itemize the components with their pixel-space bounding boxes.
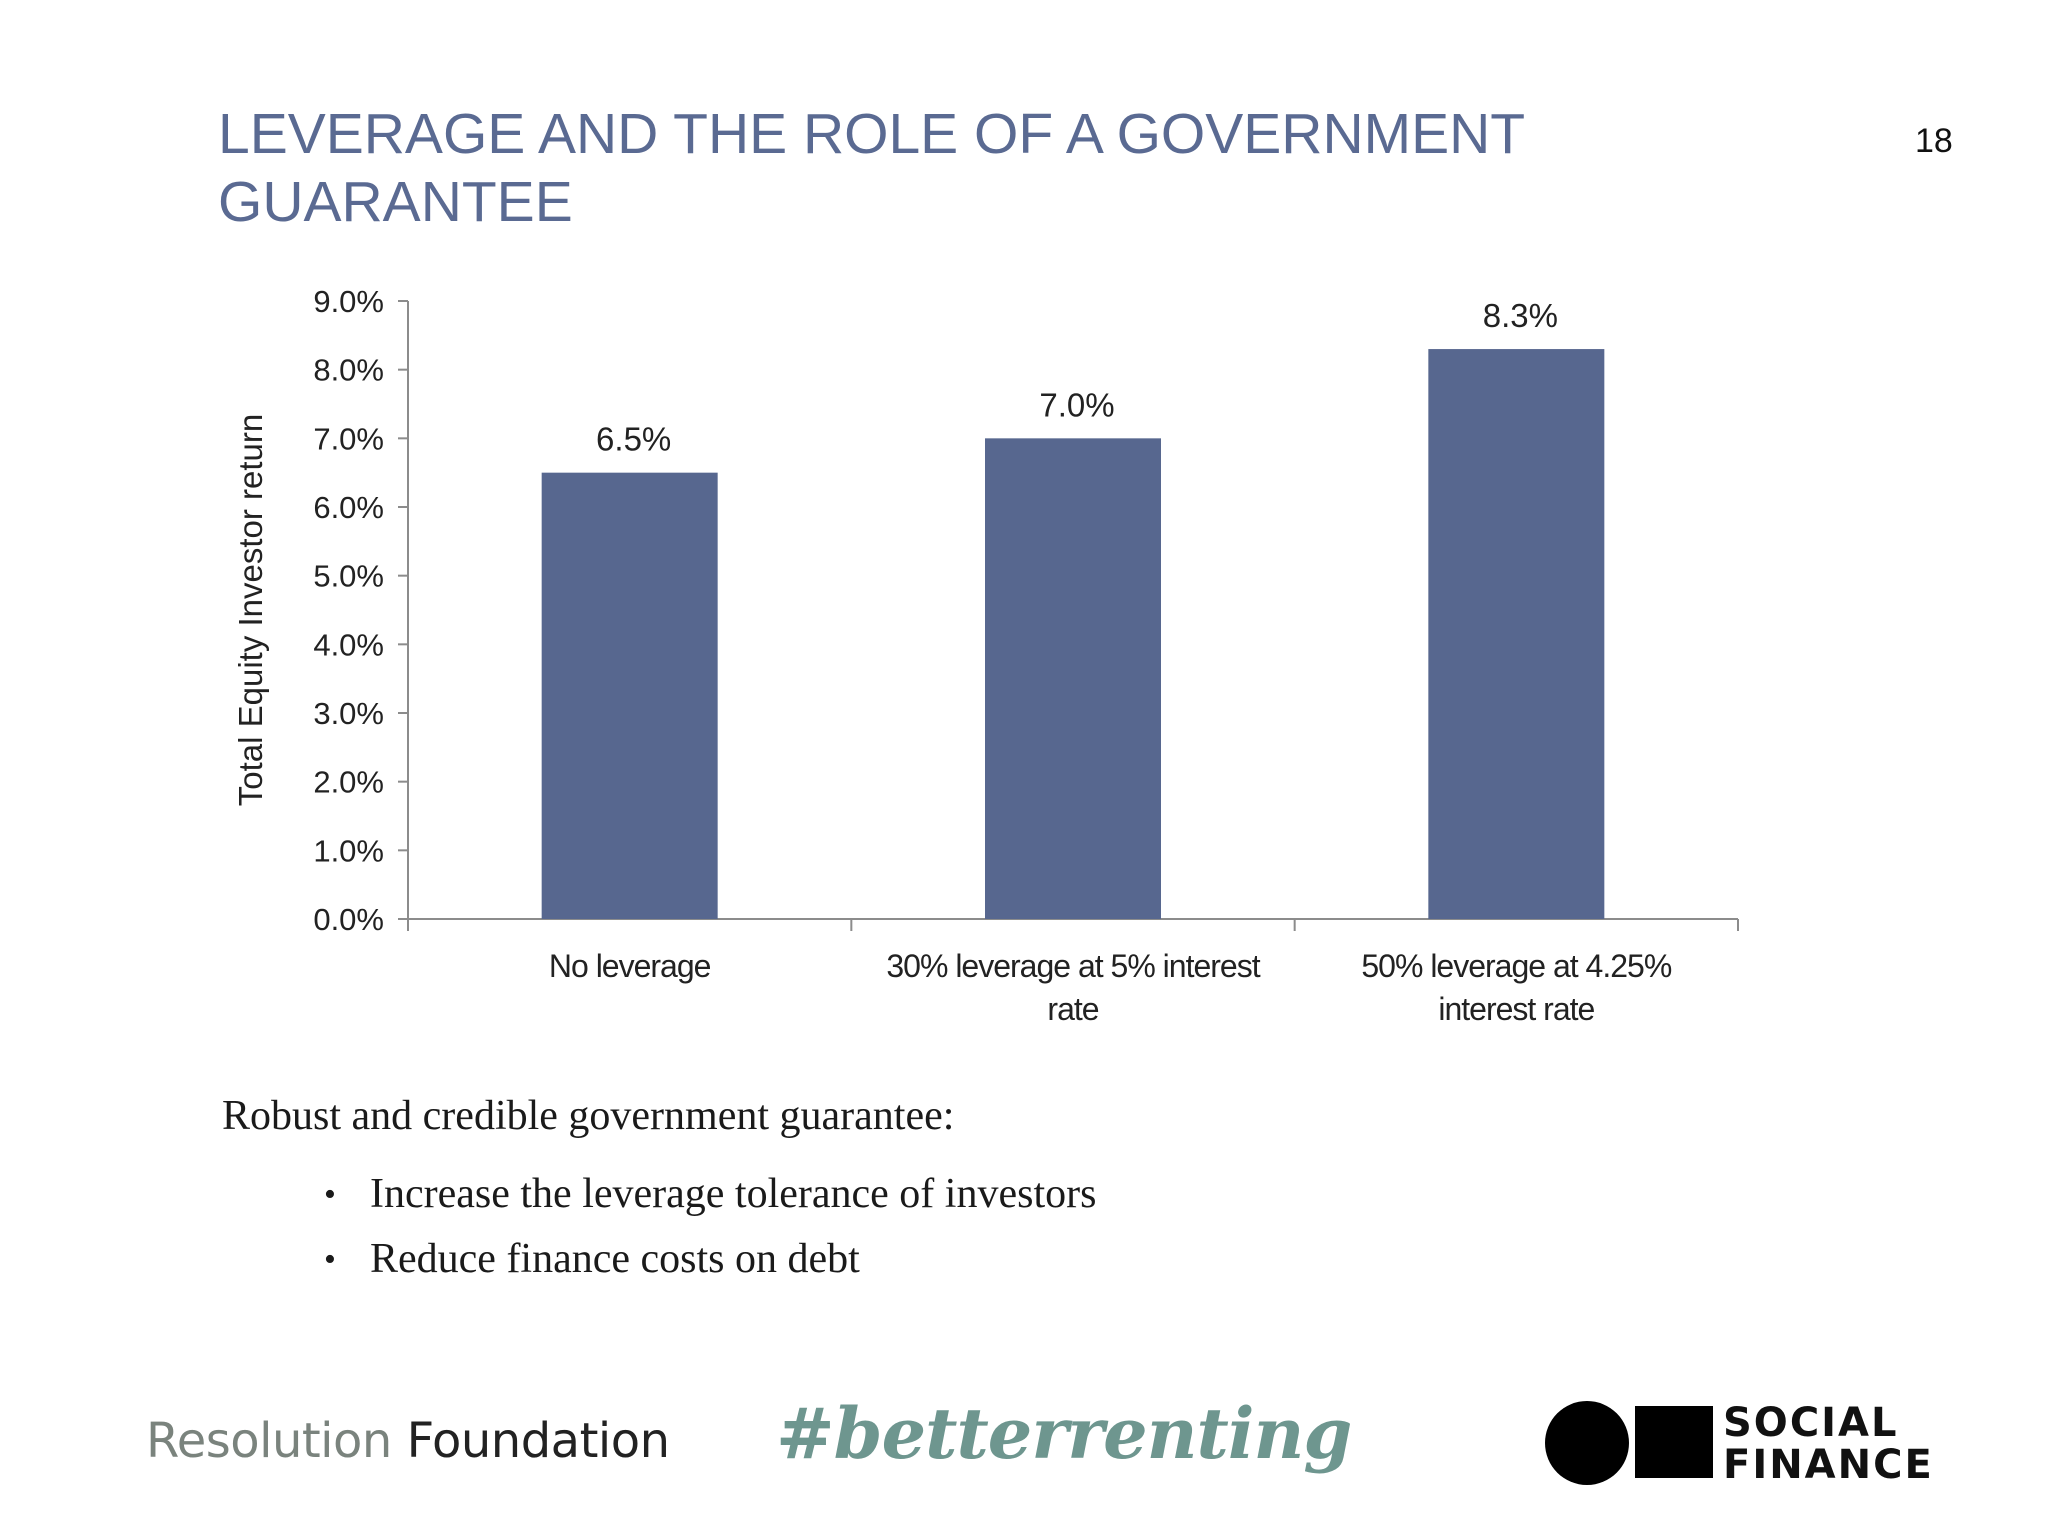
y-tick-label: 7.0% <box>313 421 384 456</box>
data-label: 7.0% <box>1039 386 1114 423</box>
y-tick-label: 0.0% <box>313 902 384 937</box>
bullet-marker: • <box>324 1176 336 1213</box>
bullet-text: Reduce finance costs on debt <box>370 1236 860 1282</box>
y-tick-label: 8.0% <box>313 353 384 388</box>
y-tick-label: 6.0% <box>313 490 384 525</box>
y-tick-label: 4.0% <box>313 627 384 662</box>
page-number: 18 <box>1915 122 1953 160</box>
logo-word-resolution: Resolution <box>146 1413 392 1469</box>
logo-circle-icon <box>1545 1401 1629 1485</box>
x-category-label: 50% leverage at 4.25% <box>1361 948 1671 984</box>
bullet-marker: • <box>324 1241 336 1278</box>
logo-line-finance: FINANCE <box>1723 1442 1934 1488</box>
data-label: 8.3% <box>1483 297 1558 334</box>
x-category-label: 30% leverage at 5% interest <box>886 948 1260 984</box>
bar <box>541 472 718 919</box>
x-category-label: No leverage <box>549 948 711 984</box>
x-category-label: interest rate <box>1438 991 1594 1027</box>
bullet-item: • Reduce finance costs on debt <box>320 1227 1096 1292</box>
y-tick-label: 2.0% <box>313 765 384 800</box>
y-tick-label: 9.0% <box>313 284 384 319</box>
slide-title: LEVERAGE AND THE ROLE OF A GOVERNMENT GU… <box>218 102 1525 234</box>
guarantee-intro: Robust and credible government guarantee… <box>222 1093 955 1139</box>
logo-text: SOCIAL FINANCE <box>1723 1402 1934 1486</box>
bar-chart: 0.0% 1.0% 2.0% 3.0% 4.0% 5.0% 6.0% 7.0% 8.0% 9.0%… <box>232 284 1739 1027</box>
bar <box>1428 349 1605 920</box>
guarantee-bullets: • Increase the leverage tolerance of inv… <box>320 1162 1096 1292</box>
y-tick-label: 5.0% <box>313 559 384 594</box>
y-axis-title: Total Equity Investor return <box>232 414 269 807</box>
logo-word-foundation: Foundation <box>406 1413 670 1469</box>
bullet-text: Increase the leverage tolerance of inves… <box>370 1171 1097 1217</box>
logo-line-social: SOCIAL <box>1723 1400 1899 1446</box>
resolution-foundation-logo: Resolution Foundation <box>146 1413 670 1469</box>
x-category-label: rate <box>1047 991 1098 1027</box>
hashtag: #betterrenting <box>776 1392 1352 1475</box>
y-tick-label: 3.0% <box>313 696 384 731</box>
bar <box>985 438 1161 919</box>
bullet-item: • Increase the leverage tolerance of inv… <box>320 1162 1096 1227</box>
social-finance-logo: SOCIAL FINANCE <box>1545 1398 1945 1488</box>
data-label: 6.5% <box>596 421 671 458</box>
logo-square-icon <box>1635 1406 1713 1478</box>
y-tick-label: 1.0% <box>313 833 384 868</box>
